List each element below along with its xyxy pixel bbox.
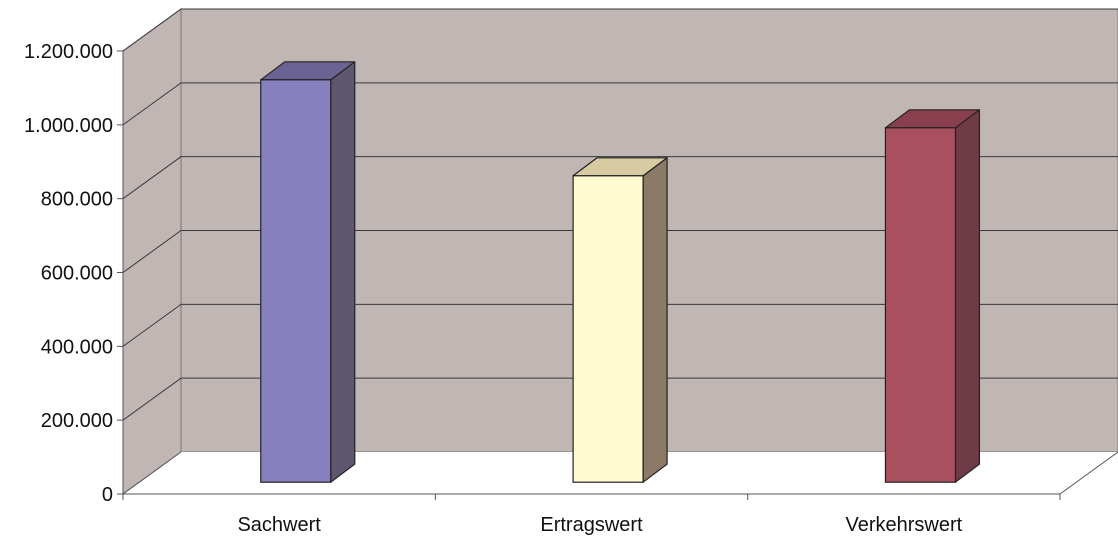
floor-side-edge	[122, 451, 182, 495]
bars	[260, 61, 981, 483]
bar-sachwert	[260, 61, 356, 483]
x-category-label: Sachwert	[237, 514, 321, 536]
axes	[117, 50, 1118, 500]
bar-front	[260, 79, 332, 483]
x-category-label: Ertragswert	[540, 514, 643, 536]
bar-side	[330, 61, 356, 483]
y-tick-label: 1.200.000	[24, 41, 113, 63]
bar-verkehrswert	[884, 109, 981, 483]
floor-edge-line	[1059, 451, 1118, 495]
bar-front	[884, 127, 957, 483]
y-tick-label: 400.000	[41, 336, 113, 358]
gridline	[122, 82, 1118, 126]
gridlines	[122, 8, 1118, 421]
y-tick-label: 800.000	[41, 189, 113, 211]
y-tick-label: 1.000.000	[24, 115, 113, 137]
y-tick-label: 200.000	[41, 410, 113, 432]
bar-ertragswert	[572, 157, 668, 483]
bar-side	[642, 157, 668, 483]
x-category-label: Verkehrswert	[845, 514, 962, 536]
labels: 0 200.000 400.000 600.000 800.000 1.000.000 1.…	[24, 41, 963, 536]
y-tick-label: 0	[102, 484, 113, 506]
gridline	[122, 303, 1118, 347]
gridline	[122, 156, 1118, 200]
bar-side	[954, 109, 981, 483]
bar-front	[572, 175, 644, 483]
gridline	[122, 8, 1118, 52]
y-tick-label: 600.000	[41, 263, 113, 285]
gridline	[122, 377, 1118, 421]
gridline	[122, 230, 1118, 273]
